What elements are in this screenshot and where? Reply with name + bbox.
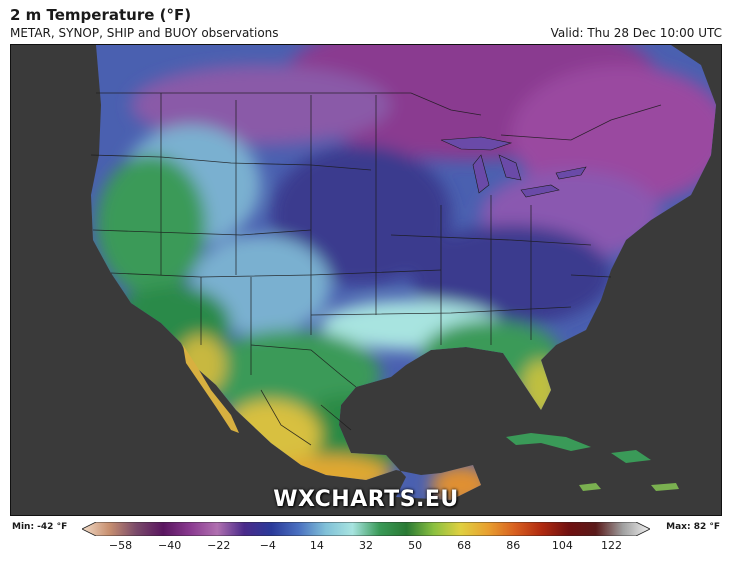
colorbar-tick-label: −22 <box>207 539 231 552</box>
caribbean-islands <box>506 433 679 491</box>
colorbar-tick-label: 122 <box>600 539 622 552</box>
colorbar-tick-label: 104 <box>551 539 573 552</box>
colorbar-tick-label: 68 <box>457 539 472 552</box>
valid-time: Valid: Thu 28 Dec 10:00 UTC <box>550 26 722 40</box>
political-boundaries <box>90 92 662 446</box>
colorbar-tick-label: 86 <box>506 539 521 552</box>
colorbar-tick-label: −58 <box>108 539 133 552</box>
map-subtitle: METAR, SYNOP, SHIP and BUOY observations <box>10 26 279 40</box>
watermark: WXCHARTS.EU <box>273 487 459 512</box>
colorbar-legend: Min: -42 °F −58 −40 −22 −4 14 32 50 68 86 104 122 … <box>0 518 732 561</box>
min-temperature-label: Min: -42 °F <box>12 522 68 532</box>
map-title: 2 m Temperature (°F) <box>10 6 192 24</box>
baja-peninsula <box>183 345 239 433</box>
temperature-map: WXCHARTS.EU <box>10 44 722 516</box>
colorbar-strip <box>82 522 650 536</box>
map-canvas <box>11 45 721 515</box>
colorbar-tick-label: −4 <box>259 539 276 552</box>
colorbar-tick-label: 14 <box>309 539 324 552</box>
colorbar <box>82 522 650 536</box>
colorbar-tick-label: 32 <box>359 539 373 552</box>
great-lakes <box>440 136 587 198</box>
chart-header: 2 m Temperature (°F) METAR, SYNOP, SHIP … <box>10 6 722 42</box>
max-temperature-label: Max: 82 °F <box>666 522 720 532</box>
colorbar-tick-label: −40 <box>158 539 182 552</box>
colorbar-tick-label: 50 <box>408 539 423 552</box>
